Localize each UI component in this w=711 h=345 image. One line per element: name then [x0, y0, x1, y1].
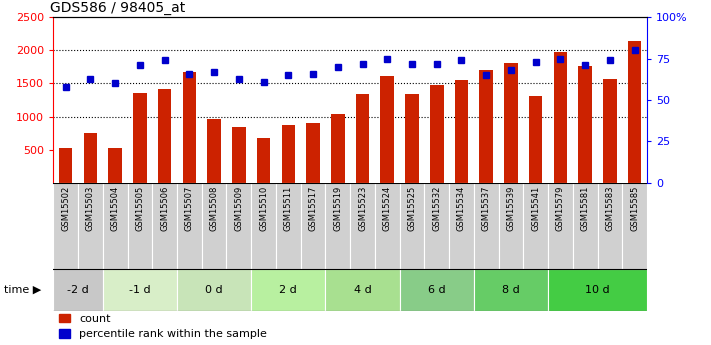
Text: GSM15532: GSM15532: [432, 186, 442, 231]
Text: GSM15534: GSM15534: [457, 186, 466, 231]
FancyBboxPatch shape: [523, 183, 548, 269]
FancyBboxPatch shape: [548, 269, 647, 310]
Bar: [108, 148, 122, 183]
Bar: [578, 66, 592, 183]
FancyBboxPatch shape: [127, 183, 152, 269]
Bar: [405, 94, 419, 183]
FancyBboxPatch shape: [449, 183, 474, 269]
FancyBboxPatch shape: [177, 269, 251, 310]
Legend: count, percentile rank within the sample: count, percentile rank within the sample: [59, 314, 267, 339]
FancyBboxPatch shape: [103, 183, 127, 269]
Bar: [454, 79, 469, 183]
Text: GSM15517: GSM15517: [309, 186, 318, 231]
FancyBboxPatch shape: [202, 183, 227, 269]
Text: 4 d: 4 d: [353, 285, 371, 295]
FancyBboxPatch shape: [53, 269, 103, 310]
FancyBboxPatch shape: [400, 183, 424, 269]
Bar: [504, 63, 518, 183]
FancyBboxPatch shape: [78, 183, 103, 269]
Bar: [59, 148, 73, 183]
Text: time ▶: time ▶: [4, 285, 41, 295]
FancyBboxPatch shape: [326, 183, 350, 269]
Bar: [183, 72, 196, 183]
Bar: [430, 85, 444, 183]
Text: GSM15506: GSM15506: [160, 186, 169, 231]
Bar: [356, 94, 369, 183]
FancyBboxPatch shape: [152, 183, 177, 269]
Text: GSM15504: GSM15504: [111, 186, 119, 231]
Text: GSM15509: GSM15509: [235, 186, 243, 231]
FancyBboxPatch shape: [301, 183, 326, 269]
Text: GSM15508: GSM15508: [210, 186, 218, 231]
FancyBboxPatch shape: [53, 183, 78, 269]
Text: GSM15502: GSM15502: [61, 186, 70, 231]
Bar: [282, 125, 295, 183]
Bar: [306, 122, 320, 183]
FancyBboxPatch shape: [400, 269, 474, 310]
FancyBboxPatch shape: [474, 183, 498, 269]
Text: GSM15541: GSM15541: [531, 186, 540, 231]
Text: GSM15519: GSM15519: [333, 186, 342, 231]
Bar: [257, 138, 270, 183]
Text: GSM15585: GSM15585: [630, 186, 639, 231]
Text: 10 d: 10 d: [585, 285, 610, 295]
FancyBboxPatch shape: [177, 183, 202, 269]
Text: GSM15507: GSM15507: [185, 186, 194, 231]
Bar: [628, 41, 641, 183]
FancyBboxPatch shape: [498, 183, 523, 269]
FancyBboxPatch shape: [227, 183, 251, 269]
FancyBboxPatch shape: [597, 183, 622, 269]
Bar: [232, 127, 246, 183]
FancyBboxPatch shape: [326, 269, 400, 310]
FancyBboxPatch shape: [375, 183, 400, 269]
Text: 8 d: 8 d: [502, 285, 520, 295]
Bar: [133, 93, 146, 183]
FancyBboxPatch shape: [548, 183, 573, 269]
Text: GDS586 / 98405_at: GDS586 / 98405_at: [50, 1, 186, 15]
FancyBboxPatch shape: [573, 183, 597, 269]
Text: 0 d: 0 d: [205, 285, 223, 295]
Text: GSM15511: GSM15511: [284, 186, 293, 231]
FancyBboxPatch shape: [276, 183, 301, 269]
Text: GSM15503: GSM15503: [86, 186, 95, 231]
FancyBboxPatch shape: [474, 269, 548, 310]
Text: GSM15505: GSM15505: [135, 186, 144, 231]
Bar: [208, 119, 221, 183]
Text: GSM15524: GSM15524: [383, 186, 392, 231]
Text: GSM15510: GSM15510: [259, 186, 268, 231]
Bar: [554, 52, 567, 183]
FancyBboxPatch shape: [350, 183, 375, 269]
Bar: [84, 133, 97, 183]
FancyBboxPatch shape: [251, 183, 276, 269]
Text: GSM15537: GSM15537: [482, 186, 491, 231]
Text: GSM15539: GSM15539: [506, 186, 515, 231]
Text: GSM15581: GSM15581: [581, 186, 589, 231]
FancyBboxPatch shape: [424, 183, 449, 269]
Text: 2 d: 2 d: [279, 285, 297, 295]
Bar: [529, 96, 542, 183]
Text: -1 d: -1 d: [129, 285, 151, 295]
Bar: [331, 114, 345, 183]
Text: -2 d: -2 d: [67, 285, 89, 295]
FancyBboxPatch shape: [103, 269, 177, 310]
FancyBboxPatch shape: [251, 269, 326, 310]
Text: GSM15525: GSM15525: [407, 186, 417, 231]
Text: GSM15523: GSM15523: [358, 186, 367, 231]
Text: 6 d: 6 d: [428, 285, 446, 295]
Text: GSM15583: GSM15583: [605, 186, 614, 231]
FancyBboxPatch shape: [622, 183, 647, 269]
Bar: [603, 79, 616, 183]
Bar: [380, 76, 394, 183]
Bar: [158, 89, 171, 183]
Bar: [479, 70, 493, 183]
Text: GSM15579: GSM15579: [556, 186, 565, 231]
